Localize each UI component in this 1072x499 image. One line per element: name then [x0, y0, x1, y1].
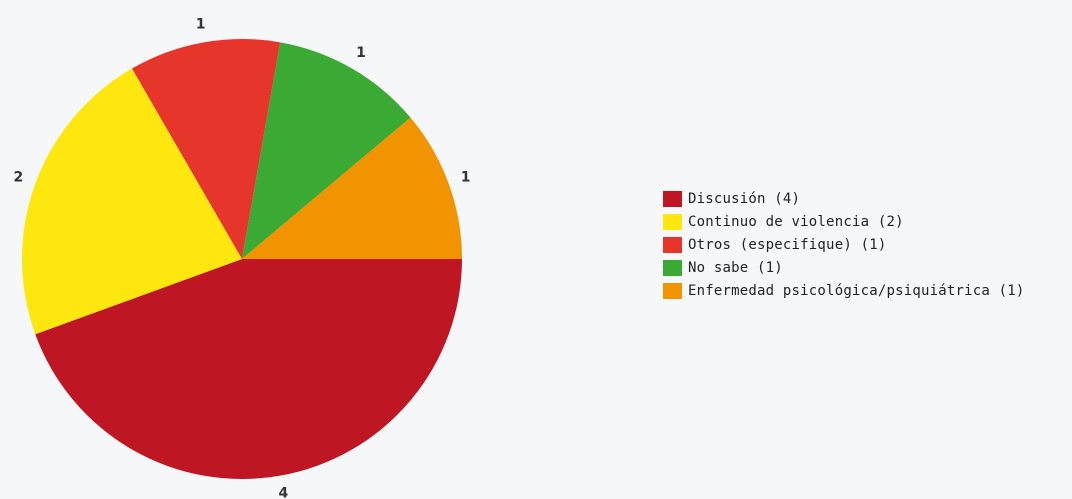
legend-item[interactable]: Discusión (4)	[663, 187, 1025, 210]
slice-value-label: 4	[278, 485, 288, 499]
legend-swatch	[663, 282, 682, 299]
slice-value-label: 1	[356, 45, 366, 61]
pie-slice[interactable]	[35, 259, 462, 479]
legend-item[interactable]: Enfermedad psicológica/psiquiátrica (1)	[663, 279, 1025, 302]
legend-label: Otros (especifique) (1)	[688, 236, 887, 253]
legend: Discusión (4) Continuo de violencia (2) Ot…	[663, 187, 1025, 302]
legend-label: No sabe (1)	[688, 259, 783, 276]
pie-slice[interactable]	[242, 42, 411, 260]
legend-item[interactable]: No sabe (1)	[663, 256, 1025, 279]
legend-swatch	[663, 259, 682, 276]
legend-swatch	[663, 190, 682, 207]
pie-slice[interactable]	[21, 68, 242, 335]
slice-value-label: 2	[13, 170, 23, 186]
slice-value-label: 1	[461, 170, 471, 186]
legend-swatch	[663, 236, 682, 253]
legend-label: Discusión (4)	[688, 190, 801, 207]
pie-slice[interactable]	[132, 38, 281, 259]
legend-item[interactable]: Otros (especifique) (1)	[663, 233, 1025, 256]
legend-item[interactable]: Continuo de violencia (2)	[663, 210, 1025, 233]
pie-slice[interactable]	[242, 117, 462, 259]
legend-label: Enfermedad psicológica/psiquiátrica (1)	[688, 282, 1025, 299]
legend-label: Continuo de violencia (2)	[688, 213, 904, 230]
slice-value-label: 1	[196, 17, 206, 33]
legend-swatch	[663, 213, 682, 230]
